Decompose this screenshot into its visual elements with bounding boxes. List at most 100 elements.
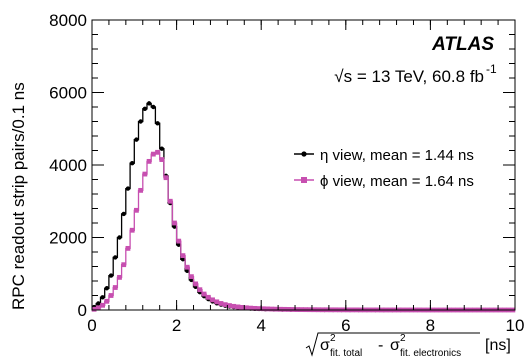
data-point — [218, 301, 224, 306]
axes-layer — [91, 19, 516, 311]
data-point — [189, 274, 194, 280]
data-point — [201, 291, 207, 297]
data-point — [176, 238, 182, 244]
x-tick-label: 4 — [256, 316, 265, 335]
data-point — [146, 101, 152, 106]
data-point — [150, 151, 156, 157]
data-point — [172, 224, 177, 229]
data-point — [100, 302, 105, 308]
data-point — [146, 158, 152, 164]
sqrt-sign — [305, 332, 480, 357]
energy-label: √s = 13 TeV, 60.8 fb — [334, 67, 484, 86]
x-tick-label: 6 — [341, 316, 350, 335]
data-point — [138, 187, 144, 193]
data-point — [134, 137, 139, 142]
data-point — [252, 305, 258, 311]
data-point — [121, 262, 127, 268]
data-point — [117, 274, 122, 280]
data-point — [222, 302, 228, 308]
data-point — [95, 305, 101, 311]
sigma-elec-sup: 2 — [400, 333, 406, 344]
legend-phi-marker — [301, 177, 307, 183]
data-point — [117, 235, 122, 240]
data-point — [286, 307, 292, 312]
energy-sup: -1 — [486, 62, 497, 76]
data-point — [163, 175, 169, 181]
x-tick-label: 10 — [506, 316, 525, 335]
y-tick-label: 8000 — [49, 11, 87, 30]
data-point — [96, 301, 101, 306]
sigma-total-sub: fit. total — [330, 348, 362, 359]
data-point — [172, 220, 177, 226]
y-tick-label: 4000 — [49, 156, 87, 175]
data-point — [231, 303, 237, 309]
data-point — [176, 242, 181, 247]
data-point — [125, 186, 131, 191]
legend: η view, mean = 1.44 ns ϕ view, mean = 1.… — [294, 147, 474, 190]
x-tick-label: 0 — [87, 316, 96, 335]
data-point — [243, 305, 249, 311]
data-point — [91, 306, 97, 312]
sigma-elec-sub: fit. electronics — [400, 348, 461, 359]
data-point — [167, 198, 173, 204]
data-point — [159, 146, 164, 151]
legend-phi-label: ϕ view, mean = 1.64 ns — [320, 173, 474, 190]
data-point — [205, 294, 211, 300]
data-point — [282, 306, 287, 312]
data-point — [142, 106, 148, 112]
tick-layer: 0 2 4 6 8 10 0 2000 4000 6000 8000 — [49, 11, 524, 335]
data-point — [100, 295, 105, 300]
energy-text: √s = 13 TeV, 60.8 fb — [334, 67, 484, 86]
data-point — [142, 171, 148, 177]
y-axis-label: RPC readout strip pairs/0.1 ns — [9, 82, 28, 310]
data-point — [273, 306, 279, 312]
data-point — [184, 268, 190, 274]
data-point — [290, 307, 296, 312]
data-point — [235, 304, 241, 310]
legend-eta-marker — [301, 151, 307, 157]
data-point — [121, 211, 126, 217]
legend-eta-label: η view, mean = 1.44 ns — [320, 147, 474, 164]
data-point — [138, 119, 143, 124]
x-axis-label: σ 2 fit. total - σ 2 fit. electronics [n… — [305, 332, 511, 359]
data-point — [256, 306, 262, 311]
sigma-elec: σ — [390, 337, 400, 354]
label-layer: RPC readout strip pairs/0.1 ns ATLAS √s … — [9, 34, 511, 359]
data-point — [210, 297, 215, 303]
data-point — [113, 255, 118, 260]
data-point — [197, 287, 203, 293]
data-point — [125, 245, 131, 251]
data-point — [104, 286, 110, 291]
y-tick-label: 0 — [78, 301, 87, 320]
data-point — [248, 305, 254, 311]
data-point — [151, 104, 156, 110]
data-point — [104, 298, 110, 304]
data-point — [155, 149, 160, 155]
data-point — [129, 160, 135, 166]
data-point — [129, 227, 135, 233]
y-tick-label: 2000 — [49, 229, 87, 248]
data-point — [134, 207, 139, 213]
data-point — [184, 264, 190, 270]
series-layer — [91, 101, 516, 313]
data-point — [227, 303, 232, 308]
data-point — [112, 285, 118, 290]
data-point — [108, 273, 114, 278]
atlas-label: ATLAS — [431, 34, 494, 55]
data-point — [180, 253, 186, 259]
y-tick-label: 6000 — [49, 84, 87, 103]
data-point — [155, 121, 160, 126]
plot-frame — [91, 19, 516, 311]
x-axis-unit: [ns] — [485, 337, 511, 354]
data-point — [265, 306, 270, 312]
minus-sign: - — [378, 337, 383, 354]
data-point — [193, 281, 199, 287]
data-point — [180, 257, 186, 262]
sigma-total: σ — [320, 337, 330, 354]
data-point — [108, 293, 114, 298]
data-point — [239, 304, 245, 310]
data-point — [269, 306, 275, 312]
data-point — [214, 299, 220, 305]
data-point — [260, 306, 266, 312]
